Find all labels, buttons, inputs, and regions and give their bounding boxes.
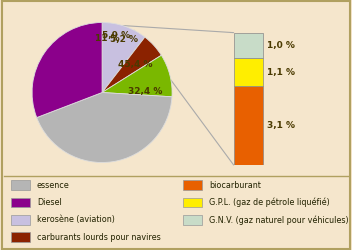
Bar	[234, 33, 263, 58]
FancyBboxPatch shape	[11, 180, 30, 190]
Text: essence: essence	[37, 180, 70, 190]
FancyBboxPatch shape	[183, 215, 202, 224]
Text: 45,4 %: 45,4 %	[118, 60, 152, 69]
Text: 3,1 %: 3,1 %	[267, 121, 295, 130]
Text: kerosène (aviation): kerosène (aviation)	[37, 215, 115, 224]
Text: biocarburant: biocarburant	[209, 180, 261, 190]
Wedge shape	[102, 37, 161, 92]
Text: carburants lourds pour navires: carburants lourds pour navires	[37, 232, 161, 241]
Bar	[234, 58, 263, 86]
Bar	[234, 86, 263, 165]
Text: 1,1 %: 1,1 %	[267, 68, 295, 76]
Wedge shape	[37, 92, 172, 162]
Text: Diesel: Diesel	[37, 198, 62, 207]
Text: 5,2 %: 5,2 %	[110, 35, 138, 44]
Wedge shape	[102, 55, 172, 97]
Text: G.P.L. (gaz de pétrole liquéfié): G.P.L. (gaz de pétrole liquéfié)	[209, 198, 330, 207]
FancyBboxPatch shape	[11, 215, 30, 224]
FancyBboxPatch shape	[183, 180, 202, 190]
Wedge shape	[102, 22, 145, 92]
Text: G.N.V. (gaz naturel pour véhicules): G.N.V. (gaz naturel pour véhicules)	[209, 215, 349, 224]
FancyBboxPatch shape	[11, 198, 30, 207]
Wedge shape	[32, 22, 102, 118]
Text: 11 %: 11 %	[95, 34, 120, 43]
Text: 5,9 %: 5,9 %	[102, 31, 130, 40]
Text: 32,4 %: 32,4 %	[128, 87, 163, 96]
Text: 1,0 %: 1,0 %	[267, 41, 295, 50]
FancyBboxPatch shape	[183, 198, 202, 207]
FancyBboxPatch shape	[11, 232, 30, 242]
